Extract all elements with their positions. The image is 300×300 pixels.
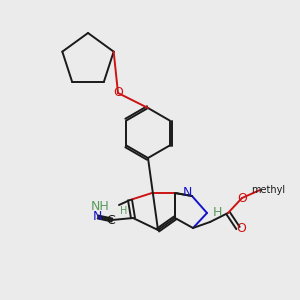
Text: H: H: [212, 206, 222, 220]
Text: O: O: [236, 221, 246, 235]
Text: methyl: methyl: [251, 185, 285, 195]
Text: O: O: [237, 191, 247, 205]
Text: C: C: [106, 214, 116, 226]
Text: O: O: [113, 86, 123, 100]
Text: N: N: [182, 185, 192, 199]
Text: H: H: [120, 206, 128, 216]
Text: NH: NH: [91, 200, 110, 214]
Text: N: N: [92, 211, 102, 224]
